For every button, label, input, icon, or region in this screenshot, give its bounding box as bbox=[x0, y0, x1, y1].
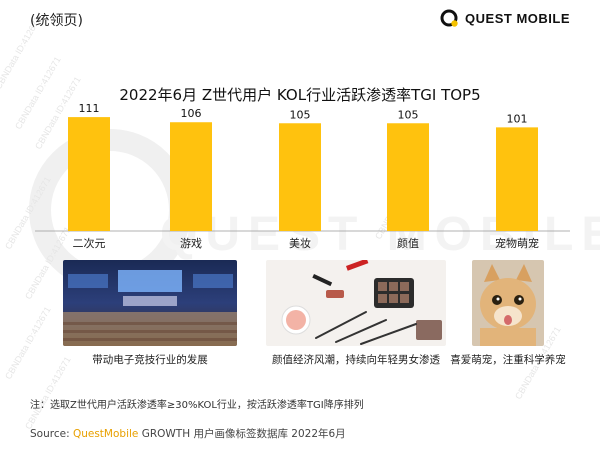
esports-arena-image bbox=[63, 260, 237, 346]
category-label: 游戏 bbox=[180, 237, 202, 250]
bar-value-label: 105 bbox=[398, 108, 419, 121]
bar-2 bbox=[279, 123, 321, 231]
photo-caption: 带动电子竞技行业的发展 bbox=[92, 354, 208, 366]
bar-chart: 111 二次元 106 游戏 105 美妆 105 颜值 101 宠物萌宠 bbox=[35, 102, 570, 250]
makeup-products-image bbox=[266, 260, 446, 346]
category-label: 颜值 bbox=[397, 237, 419, 250]
source-prefix: Source: bbox=[30, 428, 70, 440]
chart-title: 2022年6月 Z世代用户 KOL行业活跃渗透率TGI TOP5 bbox=[119, 86, 481, 104]
category-label: 美妆 bbox=[289, 237, 311, 250]
q-logo-icon bbox=[440, 9, 458, 27]
photo-caption: 颜值经济风潮，持续向年轻男女渗透 bbox=[272, 354, 440, 366]
bar-1 bbox=[170, 122, 212, 231]
section-label: (统领页) bbox=[30, 13, 83, 29]
footnote: 注：选取Z世代用户活跃渗透率≥30%KOL行业，按活跃渗透率TGI降序排列 bbox=[30, 400, 364, 411]
bar-value-label: 106 bbox=[181, 107, 202, 120]
bar-0 bbox=[68, 117, 110, 231]
bar-value-label: 101 bbox=[507, 112, 528, 125]
bar-4 bbox=[496, 127, 538, 231]
brand-name: QUEST MOBILE bbox=[465, 10, 570, 26]
bar-value-label: 105 bbox=[290, 108, 311, 121]
source-brand: QuestMobile bbox=[72, 428, 139, 440]
bar-value-label: 111 bbox=[79, 102, 100, 115]
category-label: 宠物萌宠 bbox=[495, 236, 539, 250]
source-detail: GROWTH 用户画像标签数据库 2022年6月 bbox=[141, 428, 346, 440]
source-line: Source: QuestMobile GROWTH 用户画像标签数据库 202… bbox=[30, 426, 346, 441]
cat-image bbox=[472, 260, 544, 346]
bar-3 bbox=[387, 123, 429, 231]
photo-row: 带动电子竞技行业的发展 颜值经济风潮，持续向年轻男女渗透 bbox=[0, 260, 600, 375]
category-label: 二次元 bbox=[73, 236, 106, 250]
brand-logo: QUEST MOBILE bbox=[439, 8, 570, 28]
photo-caption: 喜爱萌宠，注重科学养宠 bbox=[450, 354, 566, 366]
